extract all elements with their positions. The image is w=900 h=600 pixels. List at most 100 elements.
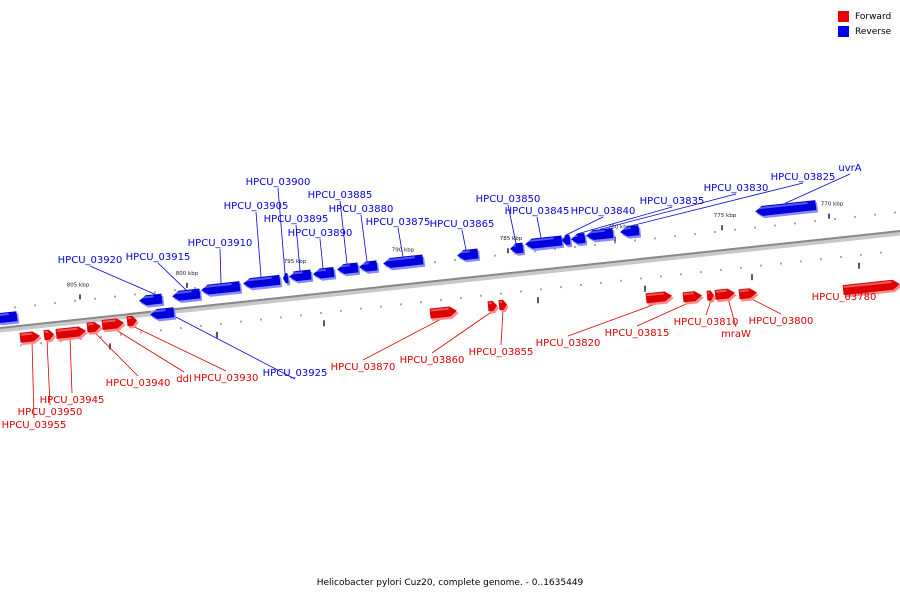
scale-label: 770 kbp (821, 201, 844, 207)
reverse-gene-label: uvrA (838, 163, 861, 174)
reverse-gene-arrow (359, 260, 380, 274)
forward-gene-label: HPCU_03800 (749, 316, 814, 327)
reverse-gene-arrow-edge (0, 311, 20, 326)
reverse-leader-line (784, 173, 851, 204)
reverse-gene-label: HPCU_03825 (771, 172, 836, 183)
reverse-leader-line (219, 248, 222, 284)
forward-gene-arrow (487, 300, 499, 314)
reverse-leader-line (159, 308, 296, 380)
forward-gene-arrow (738, 288, 759, 302)
scale-label: 775 kbp (714, 213, 737, 219)
forward-gene-arrow (86, 321, 103, 335)
forward-gene-arrow (19, 331, 42, 346)
reverse-gene-arrow (571, 232, 588, 247)
forward-gene-arrow (706, 290, 716, 304)
forward-gene-label: HPCU_03860 (400, 355, 465, 366)
forward-leader-line (636, 301, 693, 327)
reverse-leader-line (599, 193, 737, 230)
forward-leader-line (131, 325, 227, 372)
reverse-leader-line (397, 227, 404, 257)
forward-gene-arrow (645, 291, 674, 306)
reverse-leader-line (536, 216, 542, 238)
reverse-leader-line (360, 214, 368, 262)
forward-leader-line (431, 310, 494, 354)
reverse-gene-arrow (201, 281, 243, 297)
forward-gene-label: ddl (176, 374, 191, 385)
forward-gene-arrow (55, 326, 88, 342)
forward-gene-arrow (43, 329, 56, 343)
forward-leader-line (69, 337, 73, 394)
reverse-gene-label: HPCU_03895 (264, 214, 329, 225)
reverse-leader-line (629, 182, 804, 227)
legend: Forward Reverse (838, 9, 891, 39)
reverse-gene-arrow (562, 234, 573, 248)
reverse-gene-label: HPCU_03875 (366, 217, 431, 228)
forward-gene-label: HPCU_03780 (812, 292, 877, 303)
reverse-leader-line (255, 211, 262, 277)
reverse-gene-arrow (337, 262, 361, 277)
reverse-gene-label: HPCU_03830 (704, 183, 769, 194)
legend-forward: Forward (838, 9, 891, 24)
forward-gene-arrow (126, 315, 139, 329)
reverse-gene-arrow (172, 288, 203, 303)
reverse-gene-label: HPCU_03835 (640, 196, 705, 207)
forward-gene-label: HPCU_03945 (40, 395, 105, 406)
legend-reverse: Reverse (838, 24, 891, 39)
forward-leader-line (749, 297, 782, 315)
legend-reverse-label: Reverse (855, 26, 892, 37)
reverse-gene-label: HPCU_03920 (58, 255, 123, 266)
forward-leader-line (500, 309, 504, 346)
reverse-leader-line (461, 229, 467, 250)
reverse-leader-line (507, 204, 517, 244)
forward-gene-label: HPCU_03940 (106, 378, 171, 389)
forward-gene-label: HPCU_03810 (674, 317, 739, 328)
reverse-gene-label: HPCU_03890 (288, 228, 353, 239)
reverse-leader-line (565, 216, 604, 236)
reverse-leader-line (89, 265, 156, 295)
forward-leader-line (31, 341, 35, 419)
reverse-gene-label: HPCU_03850 (476, 194, 541, 205)
reverse-gene-arrow (383, 254, 426, 271)
forward-gene-label: mraW (721, 329, 751, 340)
scale-label: 785 kbp (500, 236, 523, 242)
reverse-gene-label: HPCU_03910 (188, 238, 253, 249)
reverse-gene-label: HPCU_03885 (308, 190, 373, 201)
scale-label: 795 kbp (284, 259, 307, 265)
forward-leader-line (93, 331, 139, 377)
forward-gene-label: HPCU_03820 (536, 338, 601, 349)
forward-leader-line (727, 298, 737, 328)
reverse-gene-label: HPCU_03900 (246, 177, 311, 188)
reverse-gene-arrow (283, 272, 291, 286)
forward-gene-label: HPCU_03855 (469, 347, 534, 358)
forward-gene-arrow (842, 279, 900, 298)
reverse-leader-line (277, 187, 286, 274)
reverse-gene-arrow (289, 269, 314, 284)
legend-forward-label: Forward (855, 11, 892, 22)
reverse-gene-label: HPCU_03905 (224, 201, 289, 212)
forward-gene-label: HPCU_03870 (331, 362, 396, 373)
reverse-gene-arrow (510, 242, 526, 256)
scale-label: 805 kbp (67, 283, 90, 289)
reverse-gene-arrow (525, 235, 565, 251)
reverse-gene-label: HPCU_03880 (329, 204, 394, 215)
forward-leader-line (113, 328, 185, 373)
forward-gene-arrow (498, 299, 509, 313)
forward-gene-arrow (714, 288, 737, 303)
genome-backbone (0, 230, 900, 329)
forward-gene-arrow (101, 318, 126, 333)
forward-leader-line (46, 339, 51, 406)
reverse-gene-arrow (313, 267, 337, 281)
reverse-gene-label: HPCU_03845 (505, 206, 570, 217)
reverse-gene-arrow (755, 200, 819, 219)
reverse-gene-label: HPCU_03925 (263, 368, 328, 379)
reverse-gene-arrow (139, 293, 165, 308)
reverse-leader-line (157, 262, 187, 291)
map-caption: Helicobacter pylori Cuz20, complete geno… (316, 578, 584, 588)
forward-leader-line (362, 316, 446, 361)
reverse-gene-arrow (243, 274, 283, 291)
forward-gene-arrow (429, 306, 459, 321)
reverse-leader-line (295, 224, 301, 271)
reverse-gene-label: HPCU_03840 (571, 206, 636, 217)
forward-swatch (838, 11, 849, 22)
reverse-swatch (838, 26, 849, 37)
